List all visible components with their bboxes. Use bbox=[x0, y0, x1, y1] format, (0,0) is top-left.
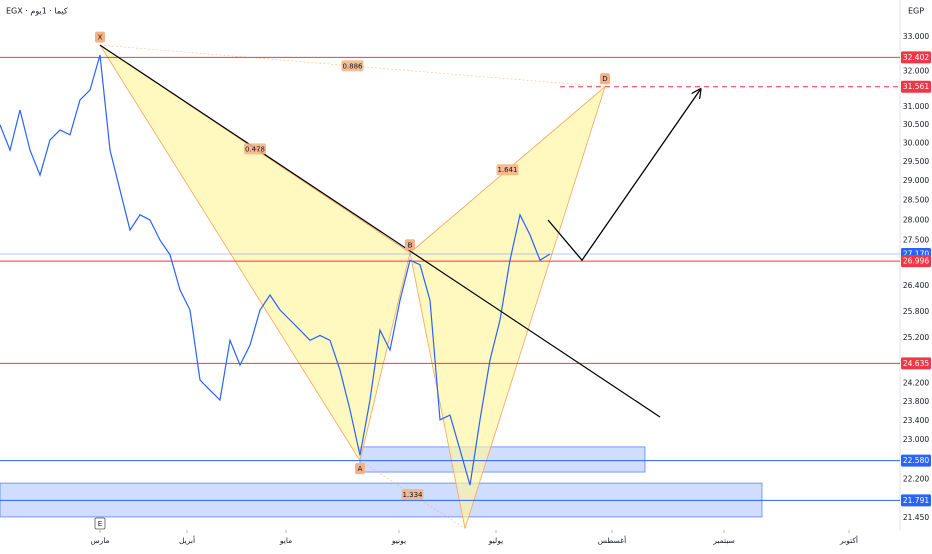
y-tick-label: 32.000 bbox=[903, 66, 929, 75]
price-line bbox=[0, 54, 551, 486]
point-box bbox=[405, 239, 415, 251]
x-tick-label: سبتمبر bbox=[712, 536, 735, 545]
level-price-label: 31.561 bbox=[903, 82, 929, 91]
event-label: E bbox=[98, 520, 102, 528]
level-price-box bbox=[901, 255, 931, 268]
level-price-box bbox=[901, 357, 931, 370]
level-price-label: 22.580 bbox=[903, 456, 929, 465]
y-tick-label: 25.200 bbox=[903, 333, 929, 342]
ratio-label: 1.334 bbox=[402, 491, 423, 499]
y-tick-label: 27.500 bbox=[903, 236, 929, 245]
level-price-label: 24.635 bbox=[903, 359, 929, 368]
trendline bbox=[99, 44, 661, 418]
point-label: B bbox=[408, 241, 413, 249]
y-tick-label: 21.450 bbox=[903, 513, 929, 522]
point-label: X bbox=[98, 34, 103, 42]
y-tick-label: 23.000 bbox=[903, 435, 929, 444]
y-tick-label: 29.000 bbox=[903, 176, 929, 185]
level-price-label: 21.791 bbox=[903, 496, 929, 505]
point-box bbox=[355, 463, 365, 475]
level-price-box bbox=[901, 80, 931, 93]
point-label: D bbox=[602, 75, 607, 83]
y-tick-label: 33.000 bbox=[903, 32, 929, 41]
ratio-label: 1.641 bbox=[497, 166, 517, 174]
y-tick-label: 28.000 bbox=[903, 215, 929, 224]
y-tick-label: 28.500 bbox=[903, 196, 929, 205]
event-box bbox=[94, 517, 106, 530]
projection-arrow bbox=[547, 90, 700, 262]
ratio-box bbox=[244, 143, 266, 155]
zone bbox=[359, 446, 646, 473]
level-price-label: 27.170 bbox=[903, 250, 929, 259]
x-tick-label: يوليو bbox=[488, 536, 503, 545]
level-price-box bbox=[901, 454, 931, 467]
x-tick-label: مايو bbox=[279, 536, 292, 545]
y-tick-label: 29.500 bbox=[903, 157, 929, 166]
ratio-label: 0.478 bbox=[245, 145, 265, 153]
ratio-label: 0.886 bbox=[342, 62, 363, 70]
chart-title: EGX · كيما · 1يوم bbox=[6, 7, 68, 16]
x-tick-label: يونيو bbox=[391, 536, 406, 545]
ratio-box bbox=[496, 164, 519, 176]
y-tick-label: 24.200 bbox=[903, 378, 929, 387]
point-box bbox=[95, 31, 105, 43]
level-price-label: 26.996 bbox=[903, 257, 929, 266]
point-box bbox=[600, 73, 610, 85]
x-tick-label: أبريل bbox=[179, 535, 195, 545]
x-tick-label: مارس bbox=[90, 536, 109, 545]
level-price-box bbox=[901, 51, 931, 64]
y-tick-label: 30.000 bbox=[903, 138, 929, 147]
ratio-leg bbox=[359, 460, 466, 529]
x-tick-label: أكتوبر bbox=[839, 535, 858, 545]
y-tick-label: 25.800 bbox=[903, 307, 929, 316]
ratio-box bbox=[341, 60, 364, 72]
y-tick-label: 22.200 bbox=[903, 475, 929, 484]
y-tick-label: 26.400 bbox=[903, 281, 929, 290]
level-price-label: 32.402 bbox=[903, 53, 929, 62]
x-tick-label: أغسطس bbox=[598, 535, 626, 545]
level-price-box bbox=[901, 494, 931, 507]
y-tick-label: 30.500 bbox=[903, 120, 929, 129]
currency: EGP bbox=[908, 7, 924, 16]
y-tick-label: 23.400 bbox=[903, 416, 929, 425]
point-label: A bbox=[358, 465, 363, 473]
ratio-box bbox=[401, 489, 424, 501]
y-tick-label: 31.000 bbox=[903, 102, 929, 111]
y-tick-label: 23.800 bbox=[903, 397, 929, 406]
